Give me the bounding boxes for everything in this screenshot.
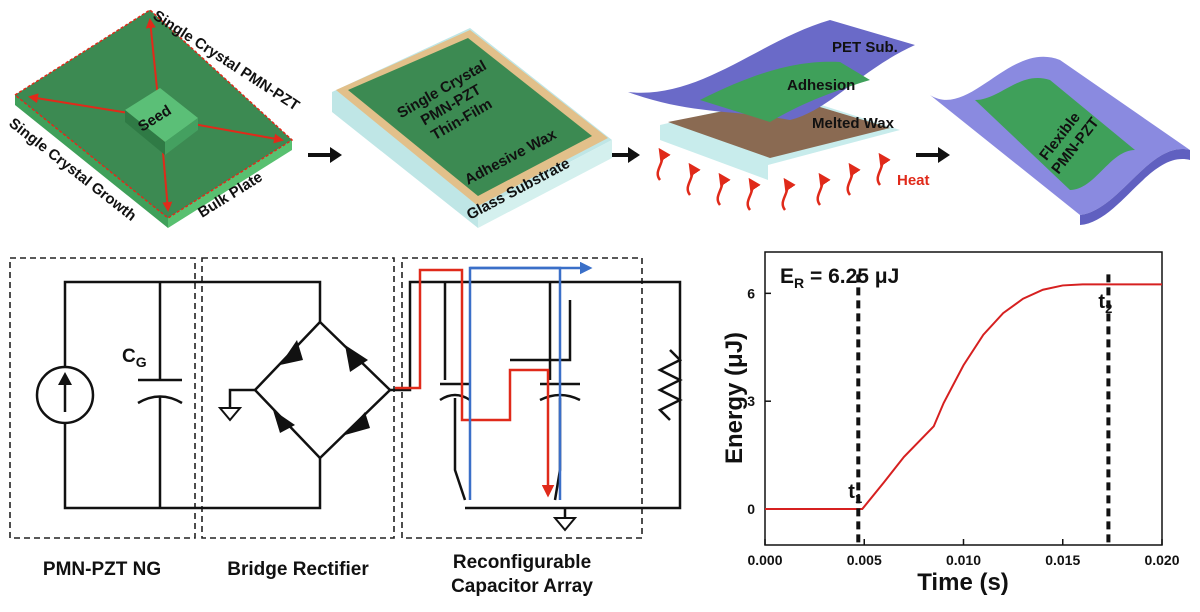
arrows	[330, 147, 342, 163]
caption: Bridge Rectifier	[227, 559, 369, 580]
circuit	[552, 517, 578, 532]
flexible-device	[975, 77, 1135, 190]
transfer-step	[700, 61, 870, 122]
marker-label: t	[1098, 291, 1105, 313]
circuit	[453, 398, 467, 501]
transfer-step	[628, 20, 915, 120]
label: PET Sub.	[832, 39, 898, 56]
annotation: = 6.25 μJ	[804, 265, 899, 288]
flexible-device	[1080, 149, 1190, 225]
marker-label: 2	[1105, 301, 1112, 316]
circuit	[395, 268, 555, 498]
glass-stack: Single Crystal PMN-PZT Thin-Film Adhesiv…	[332, 28, 612, 228]
arrows	[628, 147, 640, 163]
transfer-step	[656, 147, 671, 181]
transfer-step	[668, 98, 890, 158]
caption: PMN-PZT NG	[43, 559, 161, 580]
label: Heat	[897, 172, 930, 189]
y-tick-label: 0	[747, 501, 755, 517]
y-axis-label: Energy (μJ)	[721, 332, 748, 464]
marker-label: t1	[848, 481, 862, 506]
transfer-step	[746, 177, 761, 211]
x-axis-label: Time (s)	[917, 569, 1009, 596]
marker-label: t2	[1098, 291, 1112, 316]
x-tick-label: 0.015	[1045, 552, 1080, 568]
circuit	[345, 412, 370, 435]
label: Adhesion	[787, 77, 855, 94]
transfer-step	[686, 162, 701, 196]
caption: Reconfigurable	[453, 552, 591, 573]
circuit: CG PMN-PZT NG Bridge Rectifier Reconfigu…	[9, 257, 683, 597]
circuit	[273, 410, 295, 433]
transfer-step	[846, 162, 861, 196]
arrows	[938, 147, 950, 163]
bulk-plate: Single Crystal PMN-PZT Seed Single Cryst…	[6, 7, 302, 228]
arrows	[308, 147, 950, 163]
caption: Capacitor Array	[451, 576, 593, 597]
circuit	[63, 280, 322, 367]
circuit	[201, 257, 395, 539]
bulk-plate	[165, 118, 198, 155]
marker-label: t	[848, 481, 855, 503]
circuit	[137, 395, 183, 405]
label: Melted Wax	[812, 115, 895, 132]
bulk-plate	[125, 88, 198, 142]
circuit	[9, 257, 196, 539]
transfer-step	[781, 177, 796, 211]
y-tick-label: 3	[747, 393, 755, 409]
circuit	[401, 257, 643, 539]
annotation: E	[780, 265, 794, 288]
flexible-device: Flexible PMN-PZT	[930, 56, 1190, 225]
arrows	[606, 153, 630, 157]
arrows	[308, 153, 332, 157]
annotation: R	[794, 275, 804, 291]
energy-chart: ER = 6.25 μJ Time (s) Energy (μJ) 0.000 0…	[721, 251, 1180, 596]
annotation: ER = 6.25 μJ	[780, 265, 899, 291]
x-tick-label: 0.020	[1144, 552, 1179, 568]
circuit	[217, 407, 243, 422]
label: C	[122, 346, 136, 367]
x-tick-label: 0.010	[946, 552, 981, 568]
circuit	[345, 345, 368, 372]
x-tick-label: 0.005	[847, 552, 882, 568]
circuit	[280, 340, 303, 365]
label: G	[136, 354, 147, 370]
transfer-step	[876, 152, 891, 186]
data-line	[765, 283, 1162, 511]
circuit	[657, 349, 683, 421]
bulk-plate	[125, 110, 165, 155]
transfer-step	[656, 147, 891, 211]
circuit	[253, 320, 392, 460]
circuit	[63, 423, 322, 510]
circuit	[439, 393, 471, 402]
circuit	[390, 280, 682, 510]
marker-label: 1	[855, 491, 862, 506]
y-tick-label: 6	[747, 285, 755, 301]
glass-stack	[348, 38, 592, 196]
arrows	[916, 153, 940, 157]
label: CG	[122, 346, 147, 370]
glass-stack	[478, 140, 612, 228]
transfer-step	[716, 172, 731, 206]
circuit	[510, 300, 572, 362]
circuit	[228, 388, 255, 408]
bulk-plate	[14, 9, 294, 219]
x-tick-label: 0.000	[747, 552, 782, 568]
transfer-step	[816, 172, 831, 206]
transfer-step: PET Sub. Adhesion Melted Wax Heat	[628, 20, 930, 211]
circuit	[273, 340, 370, 435]
bulk-plate	[168, 140, 292, 228]
circuit	[58, 372, 72, 385]
